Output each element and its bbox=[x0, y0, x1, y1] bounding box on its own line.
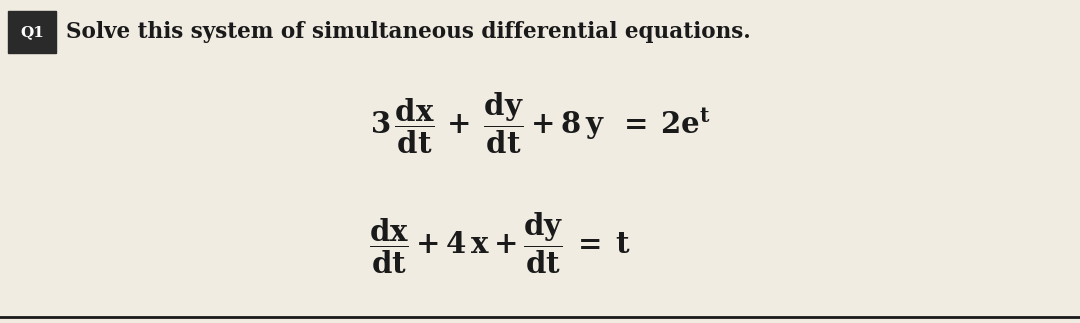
Text: $\mathbf{\dfrac{dx}{dt}+4\,x+\dfrac{dy}{dt}\;=\;t}$: $\mathbf{\dfrac{dx}{dt}+4\,x+\dfrac{dy}{… bbox=[369, 211, 631, 276]
Text: Solve this system of simultaneous differential equations.: Solve this system of simultaneous differ… bbox=[66, 21, 751, 43]
FancyBboxPatch shape bbox=[8, 11, 56, 53]
Text: $\mathbf{3\,\dfrac{dx}{dt}\,+\;\dfrac{dy}{dt}+8\,y\;\;=\;2e^{t}}$: $\mathbf{3\,\dfrac{dx}{dt}\,+\;\dfrac{dy… bbox=[369, 90, 711, 156]
Text: Q1: Q1 bbox=[21, 25, 44, 39]
